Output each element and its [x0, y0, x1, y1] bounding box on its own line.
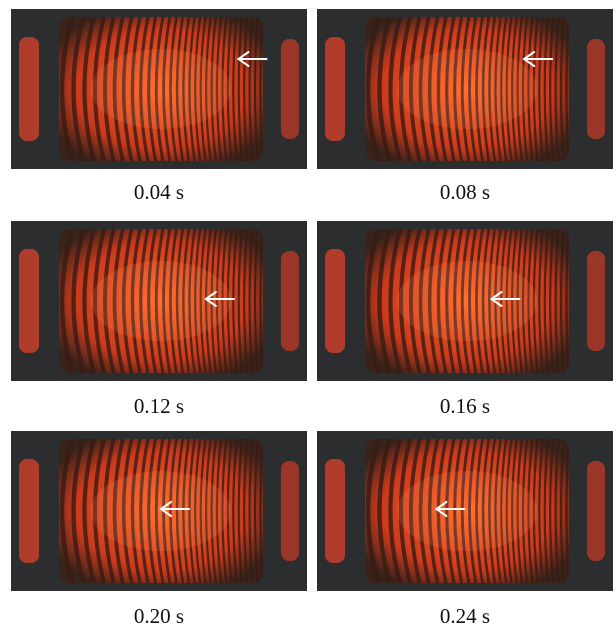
- right-edge-glow: [587, 461, 605, 561]
- right-edge-glow: [281, 39, 299, 139]
- left-edge-glow: [19, 249, 39, 353]
- fringe-photo: [11, 9, 307, 169]
- position-arrow-icon: [434, 501, 466, 517]
- time-caption-1: 0.04 s: [133, 180, 185, 204]
- left-edge-glow: [325, 459, 345, 563]
- position-arrow-icon: [522, 51, 554, 67]
- fringe-photo-panel-2: [317, 9, 613, 169]
- fringe-lines: [365, 229, 569, 373]
- time-caption-3: 0.12 s: [133, 394, 185, 418]
- fringe-lines: [365, 17, 569, 161]
- position-arrow-icon: [489, 291, 521, 307]
- fringe-photo: [317, 221, 613, 381]
- right-edge-glow: [281, 461, 299, 561]
- fringe-photo-panel-3: [11, 221, 307, 381]
- time-caption-2: 0.08 s: [439, 180, 491, 204]
- fringe-photo-panel-1: [11, 9, 307, 169]
- fringe-photo-panel-4: [317, 221, 613, 381]
- fringe-photo: [317, 9, 613, 169]
- left-edge-glow: [19, 459, 39, 563]
- left-edge-glow: [325, 37, 345, 141]
- fringe-lines: [59, 17, 263, 161]
- right-edge-glow: [281, 251, 299, 351]
- position-arrow-icon: [159, 501, 190, 517]
- time-caption-5: 0.20 s: [133, 604, 185, 628]
- fringe-photo-panel-5: [11, 431, 307, 591]
- position-arrow-icon: [204, 291, 235, 307]
- time-caption-6: 0.24 s: [439, 604, 491, 628]
- right-edge-glow: [587, 251, 605, 351]
- left-edge-glow: [19, 37, 39, 141]
- fringe-photo: [11, 431, 307, 591]
- fringe-photo: [317, 431, 613, 591]
- right-edge-glow: [587, 39, 605, 139]
- fringe-photo-panel-6: [317, 431, 613, 591]
- position-arrow-icon: [236, 51, 268, 67]
- fringe-photo: [11, 221, 307, 381]
- time-caption-4: 0.16 s: [439, 394, 491, 418]
- left-edge-glow: [325, 249, 345, 353]
- fringe-lines: [59, 229, 263, 373]
- fringe-lines: [59, 439, 263, 583]
- fringe-lines: [365, 439, 569, 583]
